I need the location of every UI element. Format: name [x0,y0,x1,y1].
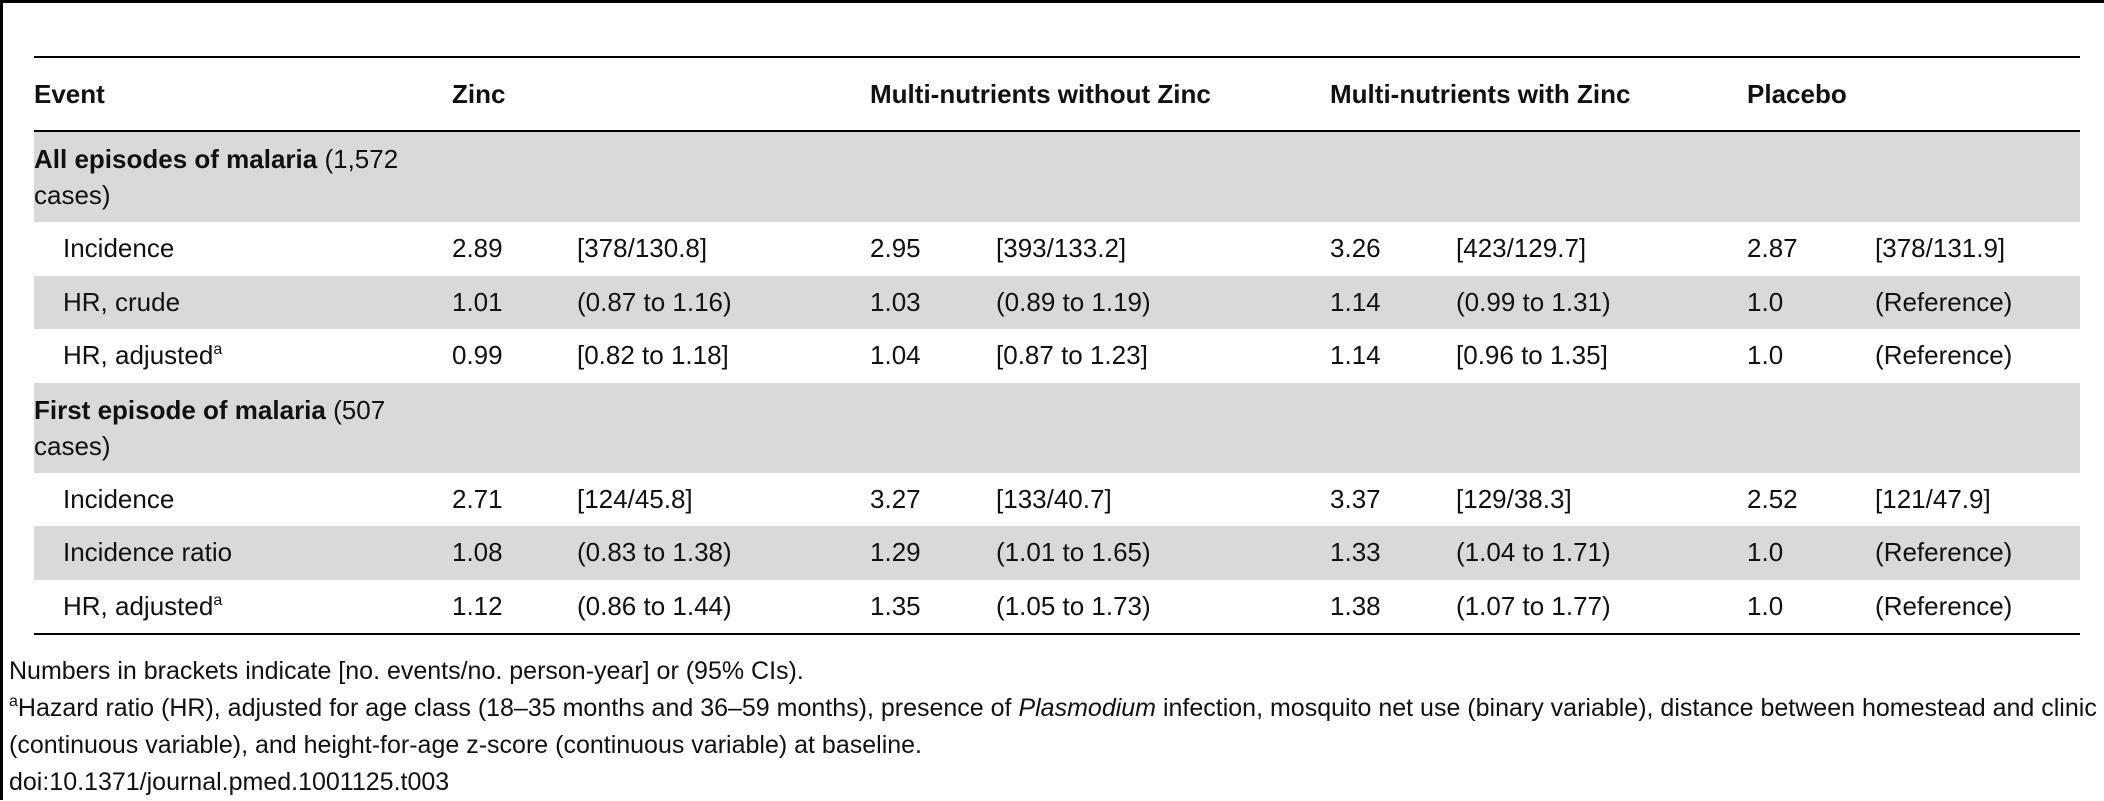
estimate: 2.89 [452,233,503,264]
section-row: First episode of malaria (507 cases) [34,382,2081,473]
section-fill [452,131,2081,222]
footnote-italic: Plasmodium [1018,694,1157,722]
interval: [378/130.8] [577,233,708,264]
row-label-text: HR, adjusted [63,590,214,621]
section-title: First episode of malaria (507 cases) [34,382,452,473]
row-label: HR, crude [34,275,452,329]
interval: (0.99 to 1.31) [1456,275,1748,329]
estimate: 1.38 [1330,579,1457,635]
interval: [133/40.7] [996,483,1112,514]
estimate: 3.37 [1330,483,1381,514]
estimate: 1.0 [1747,579,1876,635]
interval: [393/133.2] [996,233,1127,264]
estimate: 1.04 [870,340,921,371]
column-header: Event [34,56,452,132]
estimate: 2.52 [1747,483,1798,514]
data-row: HR, adjusteda 1.12 (0.86 to 1.44) 1.35 (1.05… [34,579,2081,635]
footnote-a: aHazard ratio (HR), adjusted for age cla… [9,690,2104,764]
interval: (Reference) [1875,340,2013,371]
estimate: 1.01 [452,275,577,329]
doi: doi:10.1371/journal.pmed.1001125.t003 [9,768,450,796]
row-label-text: Incidence [63,483,175,514]
row-label-text: HR, adjusted [63,340,214,371]
footnote-text: Hazard ratio (HR), adjusted for age clas… [17,694,1019,722]
interval: [0.96 to 1.35] [1456,340,1608,371]
section-fill [452,382,2081,473]
estimate: 1.14 [1330,340,1381,371]
data-table: Event Zinc Multi-nutrients without Zinc Mul… [34,56,2081,635]
footnote-text: infection, mosquito net use (binary vari… [9,694,2097,759]
interval: (1.05 to 1.73) [996,579,1331,635]
section-name: All episodes of malaria [34,144,318,174]
interval: [0.82 to 1.18] [577,340,729,371]
interval: [378/131.9] [1875,233,2006,264]
column-header: Multi-nutrients without Zinc [870,56,1331,132]
section-row: All episodes of malaria (1,572 cases) [34,131,2081,222]
estimate: 1.33 [1330,526,1457,580]
interval: (1.01 to 1.65) [996,526,1331,580]
footnote-marker: a [9,693,18,710]
interval: [129/38.3] [1456,483,1572,514]
interval: (Reference) [1875,275,2081,329]
footnote-ref: a [213,591,223,609]
row-label-text: Incidence [63,233,175,264]
section-name: First episode of malaria [34,394,326,425]
interval: [124/45.8] [577,483,693,514]
row-label: HR, adjusteda [34,329,452,383]
estimate: 1.0 [1747,526,1876,580]
footnote-note: Numbers in brackets indicate [no. events… [9,657,804,685]
estimate: 3.27 [870,483,921,514]
data-row: HR, crude 1.01 (0.87 to 1.16) 1.03 (0.89 to … [34,275,2081,329]
interval: (0.86 to 1.44) [577,579,871,635]
table-body: All episodes of malaria (1,572 cases) Inc… [34,131,2081,635]
estimate: 1.08 [452,526,577,580]
estimate: 1.12 [452,579,577,635]
estimate: 1.29 [870,526,997,580]
row-label-text: HR, crude [63,286,181,317]
estimate: 1.0 [1747,340,1784,371]
estimate: 2.71 [452,483,503,514]
section-count: (1,572 cases) [34,144,399,210]
header-row: Event Zinc Multi-nutrients without Zinc Mul… [34,56,2081,132]
interval: (Reference) [1875,526,2081,580]
interval: (0.87 to 1.16) [577,275,871,329]
estimate: 0.99 [452,340,503,371]
interval: (1.07 to 1.77) [1456,579,1748,635]
interval: (0.89 to 1.19) [996,275,1331,329]
data-row: Incidence ratio 1.08 (0.83 to 1.38) 1.29 (1.… [34,526,2081,580]
interval: (Reference) [1875,579,2081,635]
data-row: HR, adjusteda 0.99 [0.82 to 1.18] 1.04 [0.87… [34,329,2080,383]
interval: (1.04 to 1.71) [1456,526,1748,580]
section-count: (507 cases) [34,394,386,461]
footnote-ref: a [213,341,223,359]
interval: (0.83 to 1.38) [577,526,871,580]
estimate: 1.03 [870,275,997,329]
row-label: Incidence [34,222,452,276]
column-header: Placebo [1747,56,2081,132]
table-header: Event Zinc Multi-nutrients without Zinc Mul… [34,56,2081,132]
estimate: 1.35 [870,579,997,635]
data-row: Incidence 2.71 [124/45.8] 3.27 [133/40.7] 3.3… [34,473,2080,527]
column-header: Zinc [452,56,871,132]
row-label: HR, adjusteda [34,579,452,635]
footnotes: Numbers in brackets indicate [no. events… [9,653,2104,801]
interval: [121/47.9] [1875,483,1991,514]
row-label: Incidence [34,473,452,527]
section-title: All episodes of malaria (1,572 cases) [34,131,452,222]
estimate: 3.26 [1330,233,1381,264]
data-row: Incidence 2.89 [378/130.8] 2.95 [393/133.2] 3… [34,222,2080,276]
row-label: Incidence ratio [34,526,452,580]
column-header: Multi-nutrients with Zinc [1330,56,1748,132]
estimate: 1.14 [1330,275,1457,329]
estimate: 2.87 [1747,233,1798,264]
interval: [423/129.7] [1456,233,1587,264]
interval: [0.87 to 1.23] [996,340,1148,371]
estimate: 1.0 [1747,275,1876,329]
row-label-text: Incidence ratio [63,537,233,568]
estimate: 2.95 [870,233,921,264]
